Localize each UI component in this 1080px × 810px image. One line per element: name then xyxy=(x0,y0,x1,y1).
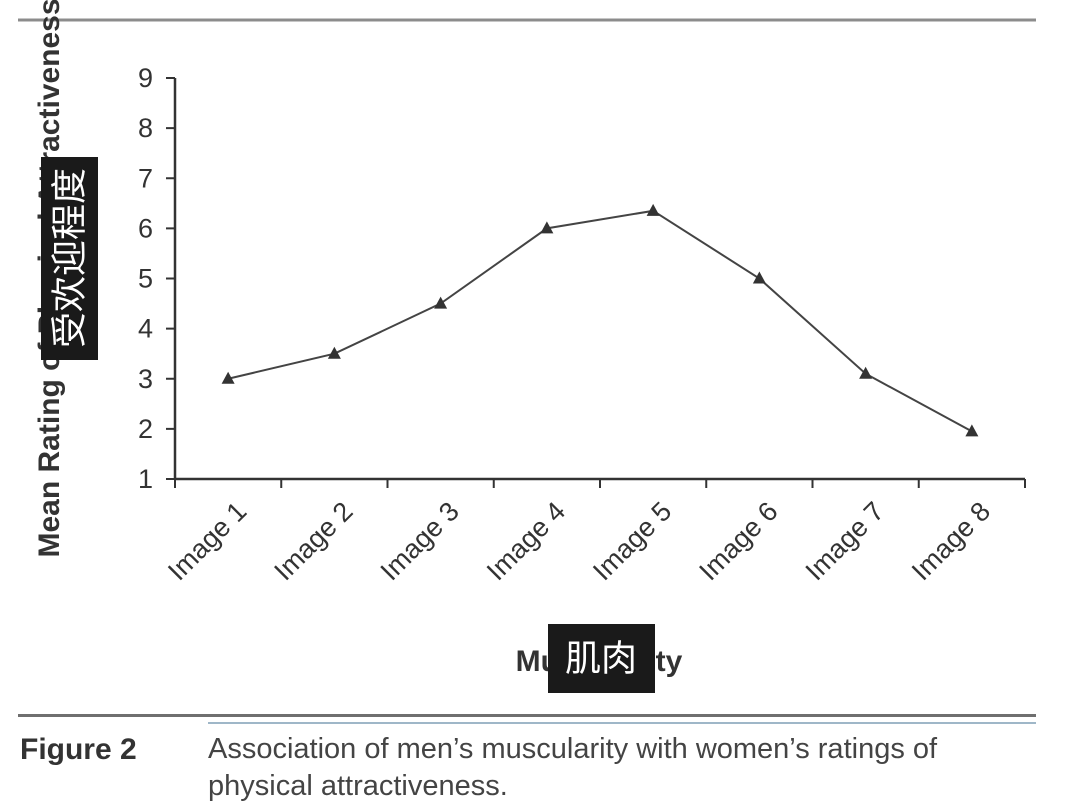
x-tick-label: Image 8 xyxy=(906,496,996,586)
x-axis-overlay-box xyxy=(548,624,655,693)
x-tick-label: Image 4 xyxy=(481,496,571,586)
y-tick-label: 3 xyxy=(138,364,153,394)
y-tick-label: 9 xyxy=(138,63,153,93)
data-point-marker xyxy=(965,424,979,437)
data-point-marker xyxy=(752,271,766,284)
data-point-marker xyxy=(540,221,554,234)
series-line xyxy=(227,209,973,433)
y-axis-ticks: 1 2 3 4 5 6 7 8 9 xyxy=(138,63,175,494)
y-tick-label: 8 xyxy=(138,113,153,143)
figure-caption: Association of men’s muscularity with wo… xyxy=(208,733,938,802)
figure-label: Figure 2 xyxy=(20,733,137,766)
y-axis-overlay-text: 受欢迎程度 xyxy=(50,168,91,348)
data-point-marker xyxy=(327,346,341,359)
x-tick-label: Image 6 xyxy=(693,496,783,586)
y-tick-label: 1 xyxy=(138,464,153,494)
x-axis-overlay-text: 肌肉 xyxy=(565,639,637,680)
x-axis-ticks: Image 1 Image 2 Image 3 Image 4 Image 5 Image… xyxy=(162,479,1026,586)
y-tick-label: 5 xyxy=(138,264,153,294)
data-point-marker xyxy=(859,366,873,379)
data-point-marker xyxy=(434,296,448,309)
series-line-group xyxy=(221,203,979,437)
y-tick-label: 7 xyxy=(138,163,153,193)
x-tick-label: Image 3 xyxy=(375,496,465,586)
caption-thin-rule xyxy=(208,722,1036,724)
data-point-marker xyxy=(646,203,660,216)
y-tick-label: 6 xyxy=(138,213,153,243)
y-axis-overlay-box xyxy=(41,157,98,360)
data-point-marker xyxy=(221,371,235,384)
x-tick-label: Image 7 xyxy=(800,496,890,586)
x-tick-label: Image 5 xyxy=(587,496,677,586)
y-tick-label: 2 xyxy=(138,414,153,444)
x-axis-overlay: 肌肉 xyxy=(548,624,655,693)
x-tick-label: Image 2 xyxy=(268,496,358,586)
y-tick-label: 4 xyxy=(138,314,153,344)
x-tick-label: Image 1 xyxy=(162,496,252,586)
caption-top-rule xyxy=(18,714,1036,717)
y-axis-overlay: 受欢迎程度 xyxy=(41,157,98,360)
